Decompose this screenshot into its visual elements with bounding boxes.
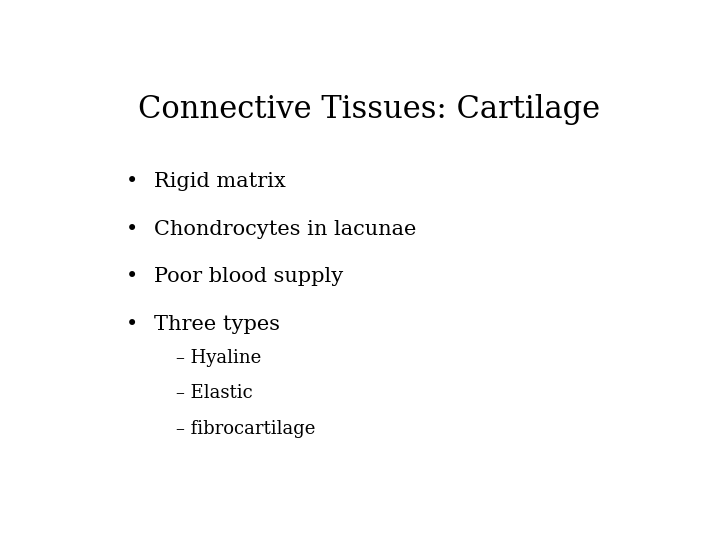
Text: – fibrocartilage: – fibrocartilage bbox=[176, 420, 316, 437]
Text: Three types: Three types bbox=[154, 315, 280, 334]
Text: Rigid matrix: Rigid matrix bbox=[154, 172, 286, 191]
Text: Chondrocytes in lacunae: Chondrocytes in lacunae bbox=[154, 220, 417, 239]
Text: Poor blood supply: Poor blood supply bbox=[154, 267, 343, 286]
Text: •: • bbox=[126, 172, 138, 191]
Text: •: • bbox=[126, 220, 138, 239]
Text: – Elastic: – Elastic bbox=[176, 384, 253, 402]
Text: – Hyaline: – Hyaline bbox=[176, 349, 262, 367]
Text: •: • bbox=[126, 267, 138, 286]
Text: •: • bbox=[126, 315, 138, 334]
Text: Connective Tissues: Cartilage: Connective Tissues: Cartilage bbox=[138, 94, 600, 125]
